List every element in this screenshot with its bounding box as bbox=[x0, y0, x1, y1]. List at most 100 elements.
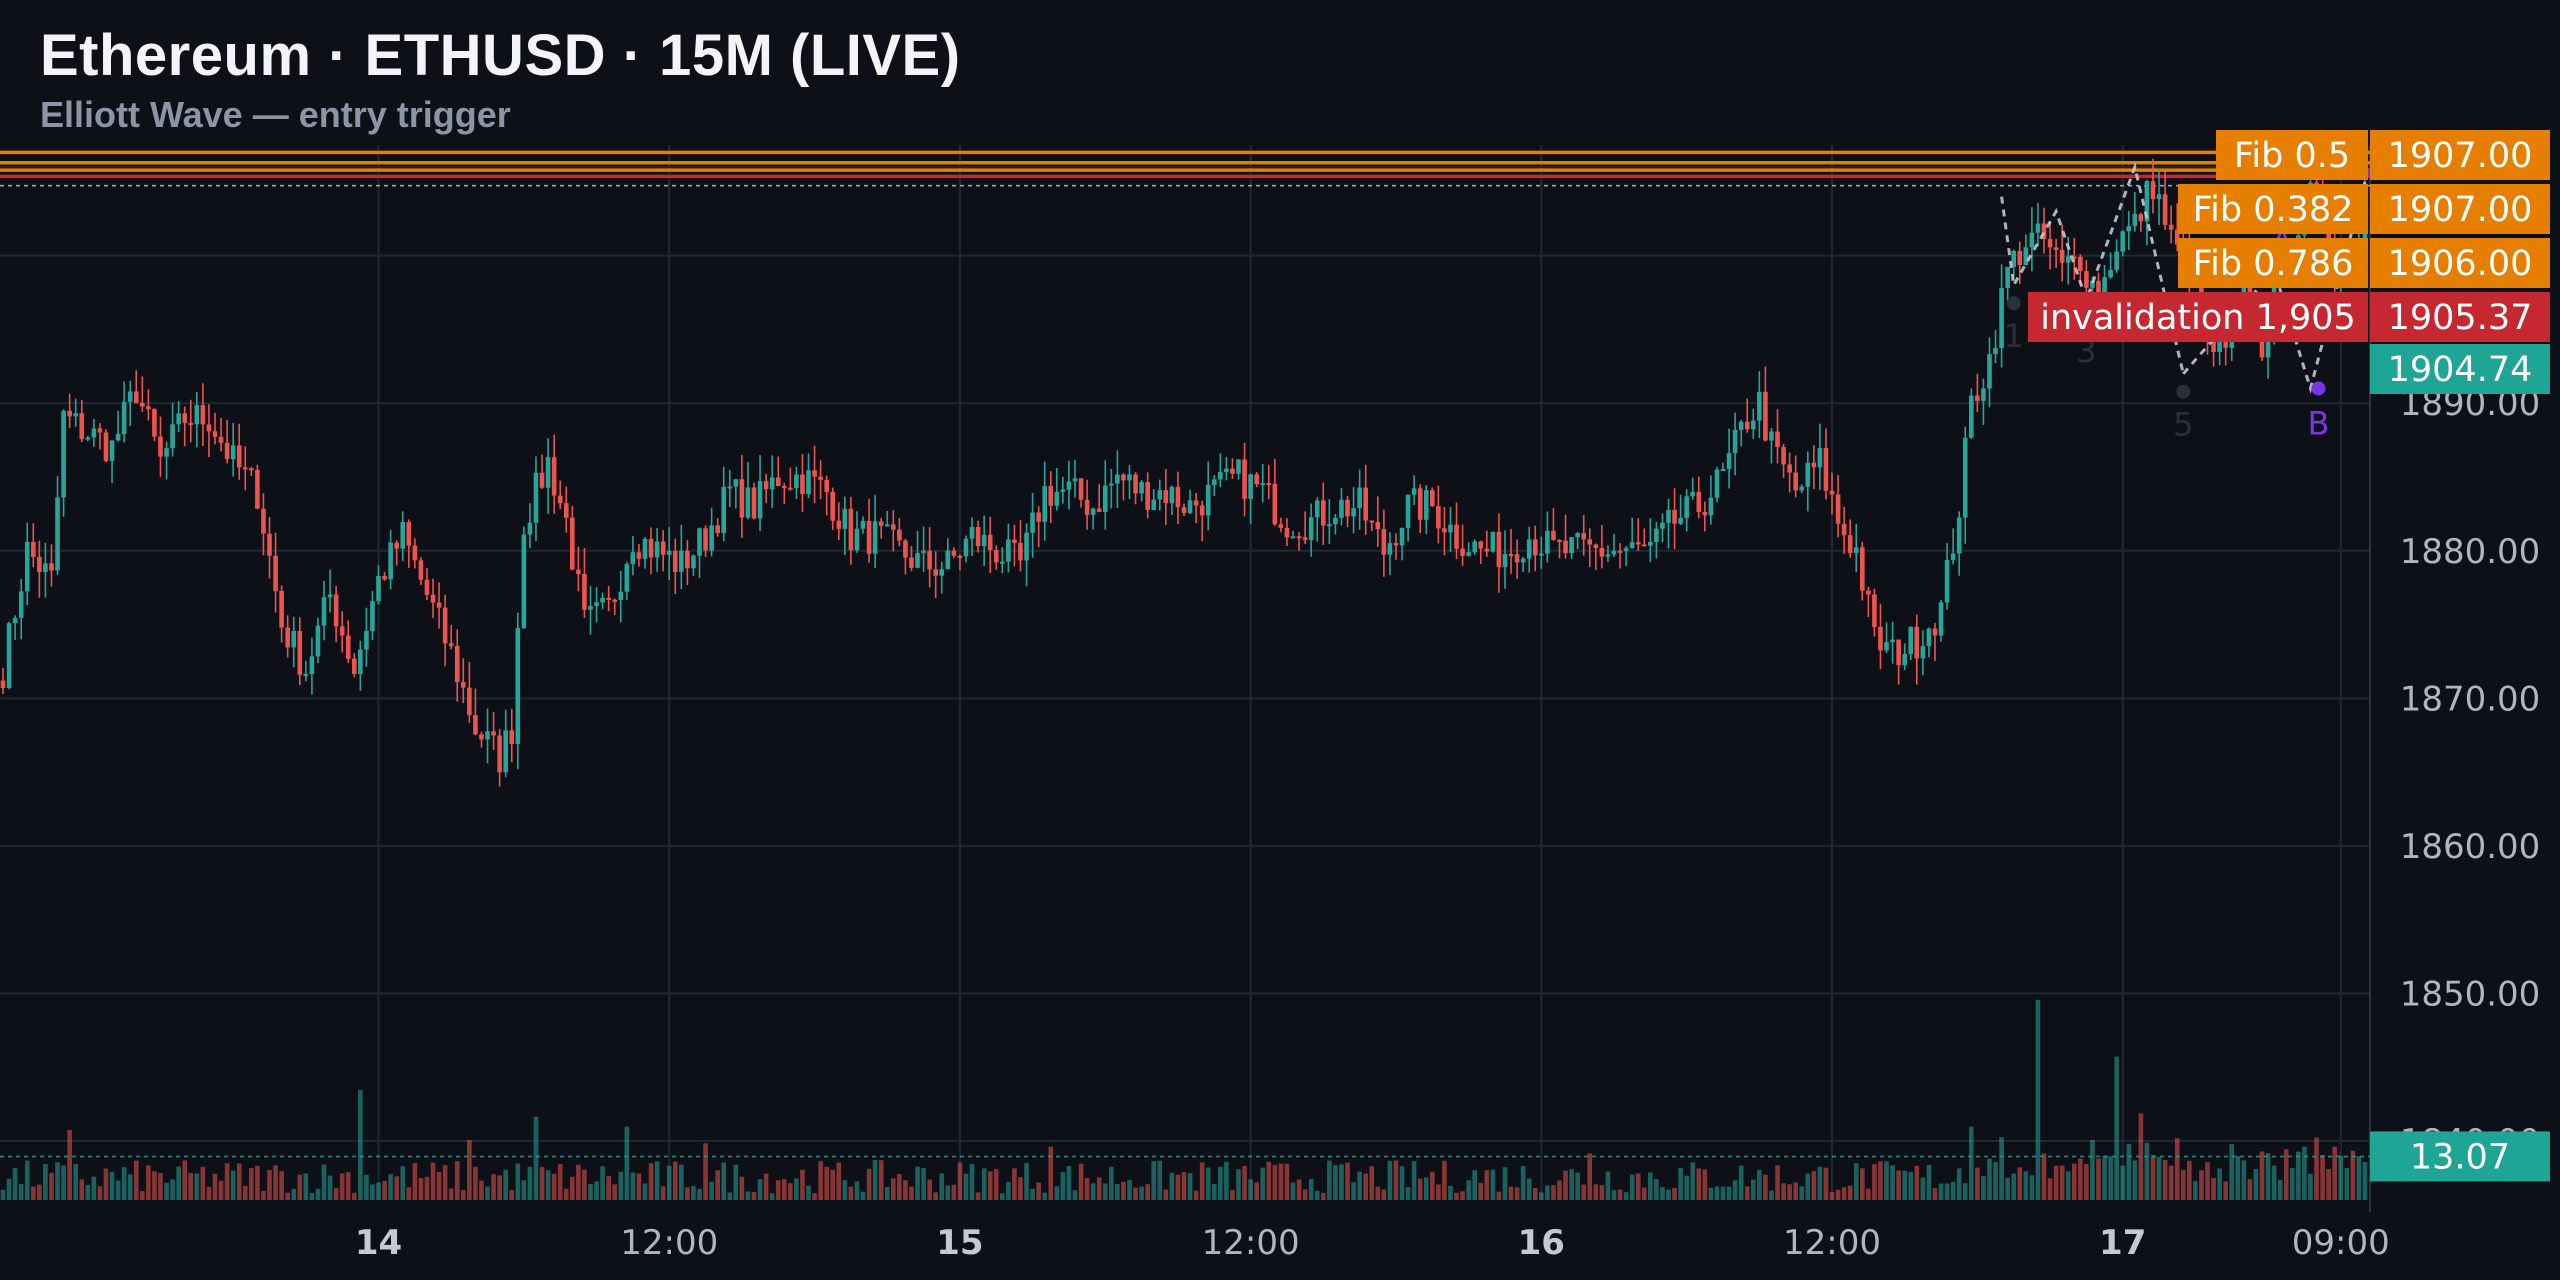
volume-bar bbox=[1605, 1171, 1611, 1200]
candle bbox=[1314, 497, 1320, 542]
volume-bar bbox=[830, 1169, 836, 1200]
volume-bar bbox=[418, 1178, 424, 1200]
candle-body bbox=[921, 550, 926, 554]
volume-bar bbox=[975, 1192, 981, 1200]
candle bbox=[1569, 536, 1574, 559]
volume-bar bbox=[473, 1166, 478, 1200]
volume-bar bbox=[194, 1173, 200, 1200]
candle bbox=[1430, 487, 1435, 507]
candle-body bbox=[1060, 489, 1066, 492]
volume-bar bbox=[1660, 1186, 1665, 1200]
volume-bar bbox=[2096, 1158, 2101, 1200]
candle bbox=[1520, 556, 1526, 572]
volume-bar bbox=[745, 1191, 751, 1200]
volume-bar bbox=[1696, 1168, 1702, 1200]
volume-bar bbox=[945, 1185, 951, 1200]
candle bbox=[1702, 501, 1708, 532]
volume-bar bbox=[1308, 1179, 1314, 1200]
candle bbox=[55, 476, 60, 576]
candle bbox=[830, 487, 836, 530]
candle-body bbox=[1599, 548, 1605, 557]
candle bbox=[273, 532, 278, 613]
volume-bar bbox=[1090, 1183, 1096, 1200]
volume-bar bbox=[2308, 1173, 2313, 1200]
candle-body bbox=[509, 730, 515, 745]
candle bbox=[218, 417, 224, 452]
candle-body bbox=[1999, 287, 2004, 349]
candle bbox=[1302, 511, 1308, 545]
volume-bar bbox=[1853, 1163, 1859, 1200]
candle-body bbox=[1024, 532, 1029, 561]
candle bbox=[1575, 531, 1580, 549]
volume-bar bbox=[1908, 1171, 1914, 1200]
candle-body bbox=[1109, 483, 1114, 486]
candle-body bbox=[1811, 462, 1817, 468]
candle-body bbox=[24, 541, 30, 592]
candle-body bbox=[85, 437, 91, 440]
candle-body bbox=[739, 479, 745, 518]
candle bbox=[461, 658, 466, 704]
candle bbox=[2059, 224, 2065, 282]
candle-body bbox=[2047, 239, 2053, 248]
volume-bar bbox=[279, 1171, 284, 1200]
candle bbox=[1484, 530, 1490, 557]
candle-body bbox=[218, 436, 224, 443]
volume-bar bbox=[1817, 1166, 1823, 1200]
candle-body bbox=[1284, 527, 1290, 538]
candle bbox=[709, 507, 714, 557]
candle-body bbox=[563, 503, 569, 518]
volume-bar bbox=[648, 1163, 654, 1200]
volume-bar bbox=[1744, 1186, 1750, 1200]
candle bbox=[630, 535, 636, 576]
candle bbox=[1914, 614, 1920, 685]
candle-body bbox=[2217, 339, 2222, 352]
volume-bar bbox=[1841, 1187, 1847, 1200]
candle-body bbox=[1684, 496, 1689, 519]
volume-bar bbox=[1163, 1189, 1169, 1200]
candle-body bbox=[1532, 539, 1538, 556]
volume-bar bbox=[1714, 1186, 1720, 1200]
candle bbox=[2053, 238, 2059, 269]
candle bbox=[309, 637, 315, 695]
candle-body bbox=[67, 410, 72, 417]
candle-body bbox=[1345, 499, 1350, 517]
volume-bar bbox=[55, 1162, 60, 1200]
candle bbox=[1357, 469, 1362, 530]
candle-body bbox=[79, 413, 85, 439]
volume-bar bbox=[739, 1176, 745, 1200]
volume-bar bbox=[1799, 1186, 1805, 1200]
candle-body bbox=[781, 485, 787, 488]
candle bbox=[1744, 398, 1750, 433]
price-tag-fib-0-786: 1906.00 bbox=[2370, 238, 2550, 288]
candle bbox=[1054, 468, 1060, 511]
volume-bar bbox=[1878, 1161, 1883, 1200]
candle-body bbox=[188, 422, 194, 425]
volume-bar bbox=[103, 1168, 109, 1200]
volume-bar bbox=[1054, 1186, 1060, 1200]
volume-bar bbox=[18, 1183, 24, 1200]
volume-bar bbox=[121, 1167, 127, 1200]
candle-body bbox=[1369, 520, 1375, 523]
candle bbox=[1793, 455, 1798, 498]
volume-bar bbox=[467, 1140, 472, 1200]
x-tick-label: 14 bbox=[355, 1223, 402, 1263]
volume-bar bbox=[158, 1173, 163, 1200]
level-tag-fib-0-382: Fib 0.382 bbox=[2178, 184, 2368, 234]
candle-body bbox=[1975, 395, 1980, 401]
candle bbox=[1248, 473, 1253, 524]
volume-bar bbox=[1981, 1175, 1986, 1200]
volume-bar bbox=[733, 1164, 739, 1200]
candle-body bbox=[279, 591, 284, 628]
volume-bar bbox=[884, 1186, 890, 1200]
candle-body bbox=[1302, 537, 1308, 541]
candle-body bbox=[1866, 590, 1871, 595]
volume-bar bbox=[1181, 1172, 1187, 1200]
candle-body bbox=[648, 538, 654, 558]
candle-body bbox=[261, 508, 266, 534]
candle-body bbox=[1218, 472, 1223, 480]
candle-body bbox=[588, 605, 593, 610]
candle bbox=[1012, 524, 1017, 567]
x-axis: 14 12:00 15 12:00 16 12:00 17 09:00 bbox=[355, 1223, 2390, 1263]
candle-body bbox=[824, 479, 829, 492]
